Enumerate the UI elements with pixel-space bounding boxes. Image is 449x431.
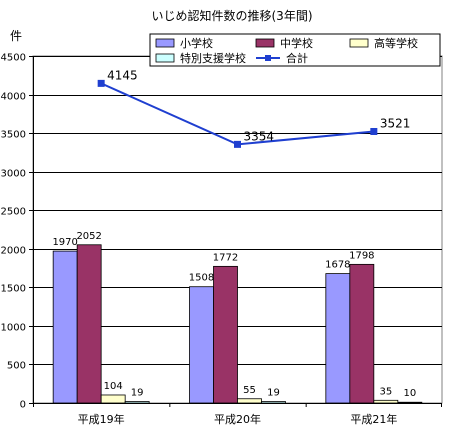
bar-特別支援学校 (261, 401, 286, 404)
bar-value-label: 19 (131, 388, 144, 399)
line-value-label: 3521 (380, 116, 411, 130)
y-tick-label: 4500 (1, 53, 26, 64)
bar-小学校 (325, 273, 351, 404)
y-tick-label: 1000 (1, 323, 26, 334)
bar-小学校 (52, 250, 78, 404)
bar-value-label: 104 (104, 381, 123, 392)
legend-swatch (155, 53, 175, 63)
legend-box (149, 33, 441, 67)
x-tick-label: 平成21年 (350, 412, 397, 426)
chart-title: いじめ認知件数の推移(3年間) (152, 8, 313, 23)
bar-value-label: 1678 (325, 260, 350, 271)
bar-value-label: 35 (379, 386, 392, 397)
line-point-marker (97, 79, 105, 87)
bar-小学校 (189, 286, 214, 404)
bar-series-group (52, 244, 423, 404)
legend-marker (265, 55, 271, 61)
bar-特別支援学校 (397, 401, 423, 404)
line-value-label: 3354 (244, 129, 275, 143)
legend-label: 特別支援学校 (180, 51, 246, 65)
bar-value-label: 1970 (52, 237, 77, 248)
x-tick-label: 平成19年 (78, 412, 125, 426)
y-axis-unit-label: 件 (10, 29, 22, 43)
axes-group: 0 500 1000 1500 2000 2500 3000 3500 4000 4500 平成19… (1, 53, 442, 426)
line-point-marker (234, 140, 241, 148)
bar-高等学校 (237, 398, 262, 404)
bar-value-label: 2052 (76, 231, 101, 242)
line-value-label: 4145 (107, 68, 138, 82)
line-series-group (97, 79, 378, 148)
bar-value-label: 10 (403, 388, 416, 399)
bar-中学校 (213, 265, 238, 404)
legend-swatch (255, 38, 275, 48)
data-labels-group: 1970 1508 1678 2052 1772 1798 104 55 35 19 19 10 414… (52, 68, 416, 399)
legend-label: 合計 (286, 51, 308, 65)
legend-label: 高等学校 (374, 36, 418, 50)
y-tick-label: 2500 (1, 207, 26, 218)
bar-value-label: 55 (243, 385, 256, 396)
bar-value-label: 1772 (213, 252, 238, 263)
x-tick-label: 平成20年 (214, 412, 261, 426)
bar-value-label: 1798 (349, 250, 374, 261)
line-point-marker (370, 127, 378, 135)
y-tick-label: 500 (7, 361, 26, 372)
y-tick-label: 3000 (1, 169, 26, 180)
bar-value-label: 1508 (189, 273, 214, 284)
bar-高等学校 (373, 399, 399, 404)
y-tick-label: 1500 (1, 284, 26, 295)
legend-swatch (349, 38, 369, 48)
bar-特別支援学校 (124, 401, 150, 404)
legend-label: 中学校 (280, 36, 313, 50)
legend-label: 小学校 (180, 36, 213, 50)
legend-swatch (155, 38, 175, 48)
y-tick-label: 0 (20, 400, 26, 411)
bar-value-label: 19 (267, 388, 280, 399)
bar-中学校 (76, 244, 102, 404)
bar-中学校 (349, 263, 375, 404)
y-tick-label: 3500 (1, 130, 26, 141)
y-tick-label: 4000 (1, 92, 26, 103)
bar-高等学校 (100, 394, 126, 404)
y-tick-label: 2000 (1, 246, 26, 257)
